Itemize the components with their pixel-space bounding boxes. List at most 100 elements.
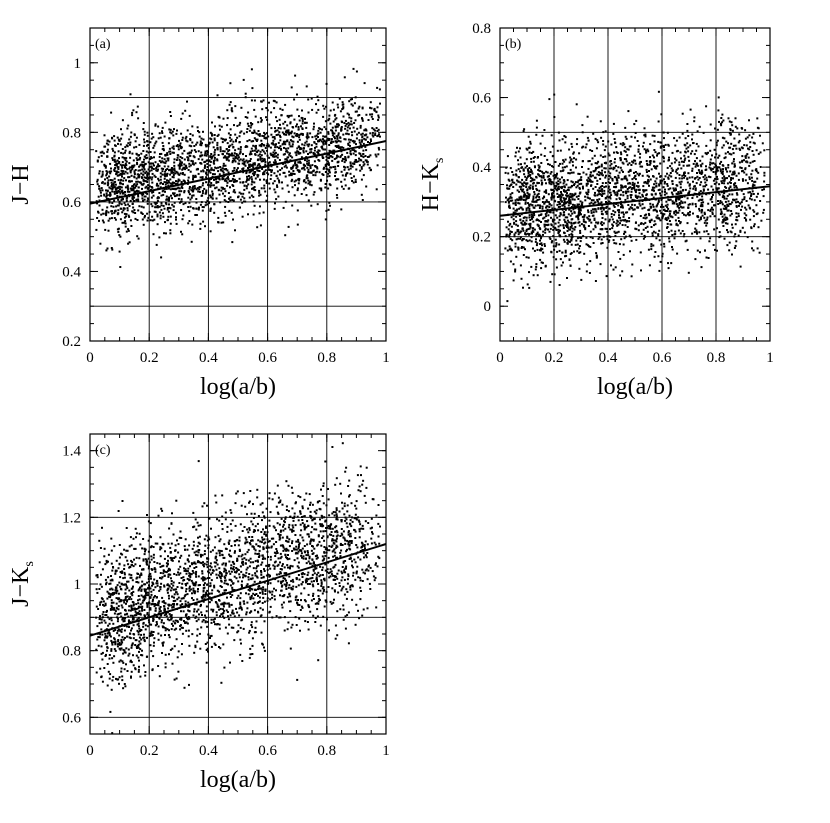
data-point: [652, 230, 655, 233]
data-point: [293, 173, 296, 175]
data-point: [593, 208, 596, 211]
data-point: [167, 142, 170, 145]
data-point: [327, 187, 330, 190]
data-point: [666, 183, 669, 185]
data-point: [728, 241, 731, 244]
data-point: [563, 218, 566, 221]
data-point: [549, 179, 552, 181]
data-point: [117, 204, 120, 207]
data-point: [179, 172, 182, 175]
data-point: [198, 206, 200, 209]
data-point: [537, 192, 540, 195]
data-point: [667, 231, 670, 233]
data-point: [669, 165, 672, 168]
data-point: [306, 137, 309, 140]
data-point: [164, 202, 167, 204]
data-point: [150, 156, 153, 159]
data-point: [291, 126, 294, 128]
data-point: [273, 188, 276, 191]
data-point: [312, 170, 315, 173]
data-point: [581, 201, 584, 204]
data-point: [222, 138, 224, 141]
data-point: [699, 198, 702, 201]
data-point: [600, 221, 603, 224]
data-point: [142, 128, 145, 131]
data-point: [169, 215, 172, 218]
data-point: [532, 157, 535, 159]
data-point: [607, 152, 610, 155]
data-point: [190, 151, 192, 154]
data-point: [532, 200, 535, 203]
data-point: [252, 144, 255, 147]
data-point: [234, 155, 237, 158]
data-point: [516, 208, 519, 211]
data-point: [526, 168, 529, 171]
data-point: [234, 229, 236, 232]
data-point: [344, 174, 347, 177]
data-point: [371, 118, 374, 120]
data-point: [514, 151, 517, 154]
data-point: [121, 189, 124, 192]
data-point: [703, 230, 706, 233]
data-point: [361, 106, 364, 109]
data-point: [529, 142, 532, 145]
data-point: [514, 268, 517, 271]
data-point: [564, 158, 567, 161]
data-point: [369, 101, 372, 104]
data-point: [680, 180, 683, 183]
data-point: [619, 151, 622, 154]
data-point: [686, 123, 689, 125]
data-point: [152, 136, 155, 139]
data-point: [683, 143, 686, 146]
data-point: [581, 185, 584, 188]
data-point: [350, 120, 353, 123]
data-point: [654, 192, 657, 195]
data-point: [698, 171, 701, 174]
data-point: [527, 135, 530, 138]
data-point: [591, 174, 594, 177]
data-point: [153, 164, 155, 167]
data-point: [171, 130, 174, 133]
data-point: [525, 158, 528, 161]
data-point: [339, 156, 342, 159]
data-point: [668, 240, 671, 243]
data-point: [635, 188, 638, 191]
data-point: [125, 215, 127, 218]
data-point: [252, 166, 255, 169]
data-point: [608, 220, 611, 223]
data-point: [538, 227, 541, 229]
data-point: [123, 216, 126, 219]
data-point: [596, 183, 599, 185]
data-point: [725, 207, 728, 210]
data-point: [663, 146, 665, 149]
data-point: [171, 197, 173, 200]
data-point: [202, 138, 205, 141]
data-point: [704, 219, 707, 222]
data-point: [634, 191, 637, 194]
data-point: [245, 131, 248, 134]
data-point: [180, 209, 183, 211]
data-point: [111, 158, 114, 161]
data-point: [551, 273, 554, 276]
data-point: [578, 267, 581, 270]
data-point: [121, 148, 124, 150]
data-point: [569, 192, 572, 195]
data-point: [122, 179, 125, 182]
data-point: [709, 198, 712, 201]
data-point: [580, 223, 583, 226]
data-point: [577, 216, 580, 219]
data-point: [605, 206, 608, 209]
data-point: [656, 165, 659, 168]
data-point: [718, 231, 721, 234]
data-point: [570, 158, 573, 161]
data-point: [680, 167, 683, 170]
data-point: [270, 133, 273, 136]
data-point: [662, 157, 665, 160]
data-point: [134, 217, 137, 220]
data-point: [246, 128, 249, 130]
data-point: [297, 150, 300, 153]
data-point: [297, 152, 300, 155]
data-point: [240, 106, 243, 109]
data-point: [223, 138, 226, 141]
data-point: [253, 131, 256, 134]
